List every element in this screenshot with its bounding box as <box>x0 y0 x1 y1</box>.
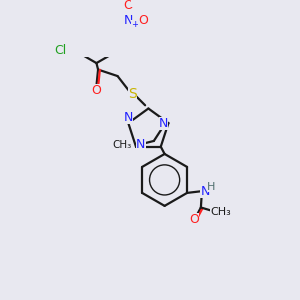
Text: O: O <box>124 0 134 12</box>
Text: CH₃: CH₃ <box>113 140 132 150</box>
Text: N: N <box>124 111 133 124</box>
Text: ⁻: ⁻ <box>131 0 137 7</box>
Text: O: O <box>138 14 148 27</box>
Text: O: O <box>92 84 101 97</box>
Text: +: + <box>130 20 138 28</box>
Text: N: N <box>159 117 168 130</box>
Text: H: H <box>207 182 216 192</box>
Text: N: N <box>136 138 146 151</box>
Text: CH₃: CH₃ <box>210 207 231 217</box>
Text: O: O <box>190 213 199 226</box>
Text: N: N <box>124 14 134 27</box>
Text: Cl: Cl <box>54 44 66 57</box>
Text: S: S <box>128 87 136 101</box>
Text: N: N <box>200 185 210 198</box>
